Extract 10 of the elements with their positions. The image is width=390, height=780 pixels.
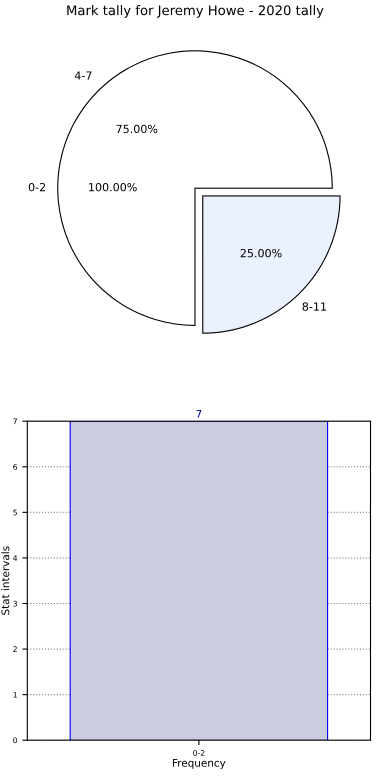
data-label: 25.00%: [240, 248, 282, 258]
slice-label: 8-11: [302, 302, 326, 311]
x-axis-title: Frequency: [173, 759, 226, 769]
text: 100.00%: [89, 182, 137, 192]
text: 0-2: [28, 182, 46, 192]
chart-title: Mark tally for Jeremy Howe - 2020 tally: [67, 5, 324, 18]
y-axis-title: Stat intervals: [1, 546, 10, 615]
data-label: 75.00%: [116, 124, 158, 134]
data-label: 7: [196, 410, 202, 418]
slice-label: 4-7: [74, 71, 92, 80]
